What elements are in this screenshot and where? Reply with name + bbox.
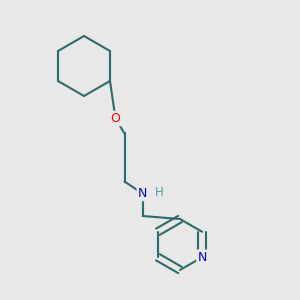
Text: O: O — [111, 112, 120, 125]
Text: H: H — [154, 185, 164, 199]
Text: N: N — [197, 251, 207, 264]
Text: N: N — [138, 187, 147, 200]
